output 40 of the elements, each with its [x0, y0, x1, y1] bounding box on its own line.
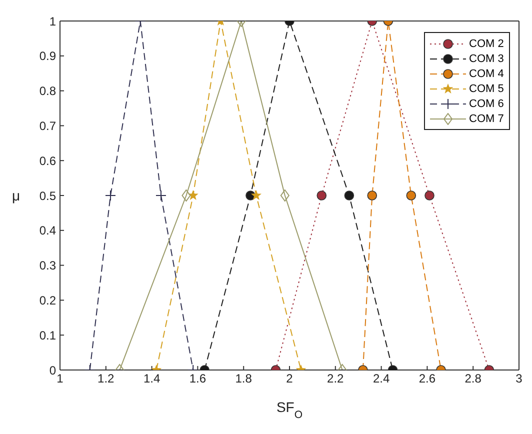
- y-tick-label: 0.8: [39, 84, 56, 98]
- y-tick-label: 0.2: [39, 293, 56, 308]
- x-tick-label: 2.4: [372, 372, 390, 386]
- y-tick-label: 0.9: [39, 49, 56, 64]
- y-tick-label: 0: [49, 363, 56, 378]
- y-tick-label: 0.1: [39, 328, 56, 342]
- point: [424, 190, 434, 200]
- y-tick-label: 0.5: [39, 188, 56, 203]
- x-tick-label: 2.2: [327, 372, 344, 386]
- y-tick-label: 0.4: [39, 224, 56, 238]
- y-tick-label: 0.7: [39, 118, 56, 133]
- x-tick-label: 1.2: [98, 372, 115, 386]
- x-tick-label: 2: [286, 372, 294, 386]
- legend-label: COM 4: [469, 68, 504, 80]
- x-tick-label: 2.8: [464, 372, 482, 386]
- x-tick-label: 2.6: [418, 372, 436, 386]
- legend-label: COM 6: [469, 98, 504, 110]
- point: [367, 190, 378, 200]
- point: [182, 190, 191, 202]
- point: [344, 190, 354, 200]
- legend-label: COM 5: [469, 82, 504, 94]
- point: [280, 190, 290, 202]
- point: [250, 190, 262, 200]
- legend-label: COM 3: [469, 52, 504, 64]
- y-axis-title: μ: [12, 187, 20, 204]
- point: [155, 190, 166, 201]
- y-tick-label: 0.6: [39, 154, 56, 168]
- point: [316, 190, 327, 200]
- legend-label: COM 7: [469, 112, 504, 124]
- x-axis-title: SF$_{O}$: [276, 399, 303, 421]
- point: [104, 190, 116, 201]
- y-tick-label: 1: [49, 14, 56, 28]
- y-tick-label: 0.3: [39, 258, 56, 273]
- point: [188, 190, 198, 200]
- x-tick-label: 1.4: [143, 372, 160, 386]
- point: [406, 190, 416, 200]
- x-tick-label: 1.8: [235, 372, 252, 386]
- x-tick-label: 3: [516, 372, 523, 386]
- legend-label: COM 2: [469, 38, 504, 50]
- x-tick-label: 1.6: [189, 372, 206, 386]
